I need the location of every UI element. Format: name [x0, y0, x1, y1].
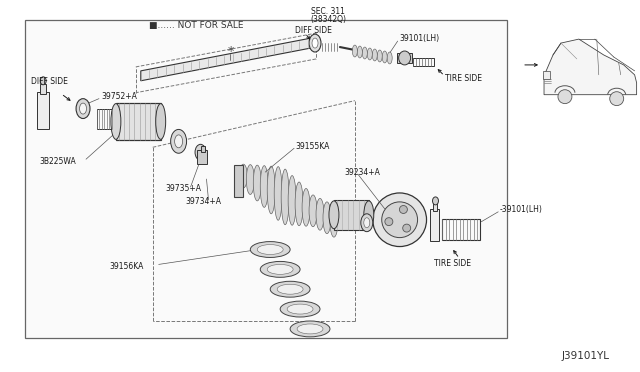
Bar [26, 20, 507, 338]
Ellipse shape [323, 202, 331, 234]
Circle shape [385, 218, 393, 225]
Circle shape [381, 202, 417, 238]
Ellipse shape [295, 182, 303, 226]
Bar [116, 103, 161, 140]
Ellipse shape [250, 241, 290, 257]
Text: J39101YL: J39101YL [562, 351, 610, 361]
Ellipse shape [316, 198, 324, 230]
Ellipse shape [257, 244, 283, 254]
Bar [397, 53, 412, 63]
Ellipse shape [246, 165, 254, 195]
Ellipse shape [387, 52, 392, 64]
Ellipse shape [268, 264, 293, 274]
Ellipse shape [175, 135, 182, 148]
Text: (38342Q): (38342Q) [310, 15, 346, 24]
Ellipse shape [274, 167, 282, 220]
Text: *: * [227, 45, 234, 58]
Ellipse shape [364, 201, 374, 229]
Bar [334, 200, 369, 230]
Ellipse shape [302, 189, 310, 226]
Ellipse shape [309, 195, 317, 227]
Text: SEC. 311: SEC. 311 [311, 7, 345, 16]
Ellipse shape [290, 321, 330, 337]
Ellipse shape [353, 45, 357, 57]
Ellipse shape [362, 47, 367, 59]
Bar [40, 84, 46, 94]
Ellipse shape [377, 50, 382, 62]
Ellipse shape [288, 176, 296, 225]
Circle shape [610, 92, 623, 106]
Ellipse shape [329, 201, 339, 229]
Ellipse shape [260, 166, 268, 207]
Text: DIFF SIDE: DIFF SIDE [31, 77, 68, 86]
Bar [429, 209, 440, 241]
Polygon shape [141, 37, 316, 81]
Ellipse shape [253, 165, 261, 201]
Ellipse shape [195, 144, 206, 160]
Circle shape [372, 193, 426, 247]
Text: -39101(LH): -39101(LH) [499, 205, 542, 214]
Text: TIRE SIDE: TIRE SIDE [445, 74, 483, 83]
Bar [37, 92, 49, 129]
Ellipse shape [309, 34, 321, 52]
Ellipse shape [280, 301, 320, 317]
Text: TIRE SIDE: TIRE SIDE [434, 259, 471, 268]
Bar [442, 219, 480, 240]
Ellipse shape [367, 48, 372, 60]
Ellipse shape [171, 129, 187, 153]
Ellipse shape [270, 281, 310, 297]
Ellipse shape [361, 214, 372, 232]
Circle shape [399, 205, 408, 214]
Polygon shape [544, 39, 637, 95]
Text: 39752+A: 39752+A [101, 92, 137, 101]
Ellipse shape [297, 324, 323, 334]
Text: 39734+A: 39734+A [186, 198, 221, 206]
Ellipse shape [399, 51, 411, 65]
Ellipse shape [40, 77, 46, 85]
Ellipse shape [364, 218, 370, 228]
Text: 39155KA: 39155KA [295, 142, 330, 151]
Bar [196, 150, 207, 164]
Text: 39101(LH): 39101(LH) [399, 33, 440, 43]
Bar [97, 109, 115, 129]
Ellipse shape [260, 262, 300, 277]
Ellipse shape [357, 46, 362, 58]
Ellipse shape [433, 197, 438, 205]
Ellipse shape [156, 104, 166, 140]
Text: ■...... NOT FOR SALE: ■...... NOT FOR SALE [148, 21, 243, 30]
Ellipse shape [312, 38, 318, 48]
Ellipse shape [268, 166, 275, 214]
Bar [413, 58, 433, 66]
Ellipse shape [382, 51, 387, 63]
Bar [200, 146, 205, 152]
Ellipse shape [330, 205, 338, 237]
Ellipse shape [372, 49, 377, 61]
Text: DIFF SIDE: DIFF SIDE [295, 26, 332, 35]
Ellipse shape [277, 284, 303, 294]
Ellipse shape [76, 99, 90, 119]
Bar [543, 71, 550, 79]
Text: 3B225WA: 3B225WA [39, 157, 76, 166]
Text: 39156KA: 39156KA [109, 262, 143, 271]
Ellipse shape [239, 164, 247, 188]
Circle shape [403, 224, 411, 232]
Bar [433, 203, 438, 211]
Ellipse shape [111, 104, 121, 140]
Circle shape [558, 90, 572, 104]
Ellipse shape [281, 169, 289, 225]
Ellipse shape [287, 304, 313, 314]
Text: 39234+A: 39234+A [345, 168, 381, 177]
Text: 39735+A: 39735+A [166, 185, 202, 193]
Ellipse shape [79, 103, 86, 114]
Bar [234, 165, 243, 197]
